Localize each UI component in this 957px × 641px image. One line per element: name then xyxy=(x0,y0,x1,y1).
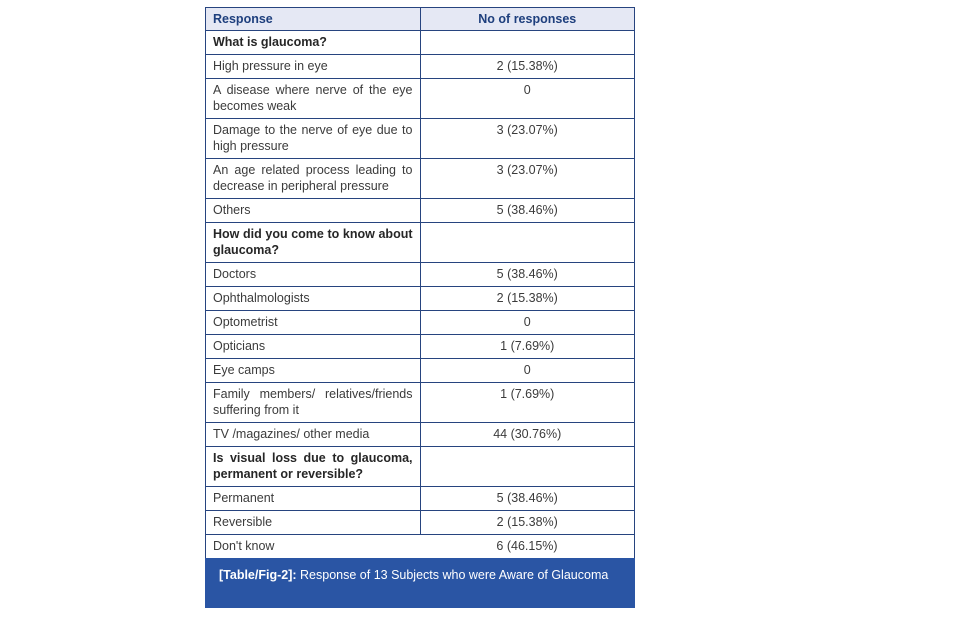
section-row: Is visual loss due to glaucoma, permanen… xyxy=(205,446,635,487)
response-value: 0 xyxy=(419,358,635,383)
response-label: Ophthalmologists xyxy=(205,286,421,311)
table-row: Opticians 1 (7.69%) xyxy=(205,334,635,359)
response-label: TV /magazines/ other media xyxy=(205,422,421,447)
table-row: An age related process leading to decrea… xyxy=(205,158,635,199)
response-value: 0 xyxy=(419,310,635,335)
response-value: 5 (38.46%) xyxy=(419,198,635,223)
table-row: Family members/ relatives/friends suffer… xyxy=(205,382,635,423)
response-value xyxy=(419,30,635,55)
response-value: 44 (30.76%) xyxy=(419,422,635,447)
response-label: High pressure in eye xyxy=(205,54,421,79)
figure-caption-text: Response of 13 Subjects who were Aware o… xyxy=(300,568,609,582)
table-row: A disease where nerve of the eye becomes… xyxy=(205,78,635,119)
figure-caption-tag: [Table/Fig-2]: xyxy=(219,568,297,582)
response-table: Response No of responses What is glaucom… xyxy=(205,7,635,558)
response-value: 3 (23.07%) xyxy=(419,118,635,159)
response-value: 5 (38.46%) xyxy=(419,486,635,511)
table-row: Reversible 2 (15.38%) xyxy=(205,510,635,535)
response-label: Opticians xyxy=(205,334,421,359)
response-label: Optometrist xyxy=(205,310,421,335)
section-row: What is glaucoma? xyxy=(205,30,635,55)
table-row: Don't know 6 (46.15%) xyxy=(205,534,635,558)
response-value: 2 (15.38%) xyxy=(419,54,635,79)
response-value: 5 (38.46%) xyxy=(419,262,635,287)
response-label: An age related process leading to decrea… xyxy=(205,158,421,199)
table-header-row: Response No of responses xyxy=(205,7,635,31)
response-label: Permanent xyxy=(205,486,421,511)
table-body: What is glaucoma? High pressure in eye 2 (… xyxy=(205,30,635,558)
response-value: 2 (15.38%) xyxy=(419,286,635,311)
response-label: Eye camps xyxy=(205,358,421,383)
table-figure: Response No of responses What is glaucom… xyxy=(205,7,635,608)
response-value xyxy=(419,222,635,263)
response-label: How did you come to know about glaucoma? xyxy=(205,222,421,263)
table-row: Doctors 5 (38.46%) xyxy=(205,262,635,287)
figure-caption: [Table/Fig-2]: Response of 13 Subjects w… xyxy=(205,558,635,608)
table-row: Others 5 (38.46%) xyxy=(205,198,635,223)
response-label: Others xyxy=(205,198,421,223)
response-label: What is glaucoma? xyxy=(205,30,421,55)
table-row: Eye camps 0 xyxy=(205,358,635,383)
response-label: A disease where nerve of the eye becomes… xyxy=(205,78,421,119)
table-row: High pressure in eye 2 (15.38%) xyxy=(205,54,635,79)
response-value: 1 (7.69%) xyxy=(419,382,635,423)
response-label: Family members/ relatives/friends suffer… xyxy=(205,382,421,423)
response-label: Is visual loss due to glaucoma, permanen… xyxy=(205,446,421,487)
response-value xyxy=(419,446,635,487)
section-row: How did you come to know about glaucoma? xyxy=(205,222,635,263)
response-label: Damage to the nerve of eye due to high p… xyxy=(205,118,421,159)
response-value: 6 (46.15%) xyxy=(420,534,635,558)
table-row: TV /magazines/ other media 44 (30.76%) xyxy=(205,422,635,447)
table-row: Ophthalmologists 2 (15.38%) xyxy=(205,286,635,311)
table-row: Damage to the nerve of eye due to high p… xyxy=(205,118,635,159)
response-label: Reversible xyxy=(205,510,421,535)
table-row: Permanent 5 (38.46%) xyxy=(205,486,635,511)
response-value: 3 (23.07%) xyxy=(419,158,635,199)
column-header-response: Response xyxy=(205,7,421,31)
response-value: 2 (15.38%) xyxy=(419,510,635,535)
table-row: Optometrist 0 xyxy=(205,310,635,335)
response-label: Don't know xyxy=(205,534,420,558)
column-header-no-of-responses: No of responses xyxy=(419,7,635,31)
response-value: 1 (7.69%) xyxy=(419,334,635,359)
response-value: 0 xyxy=(419,78,635,119)
response-label: Doctors xyxy=(205,262,421,287)
